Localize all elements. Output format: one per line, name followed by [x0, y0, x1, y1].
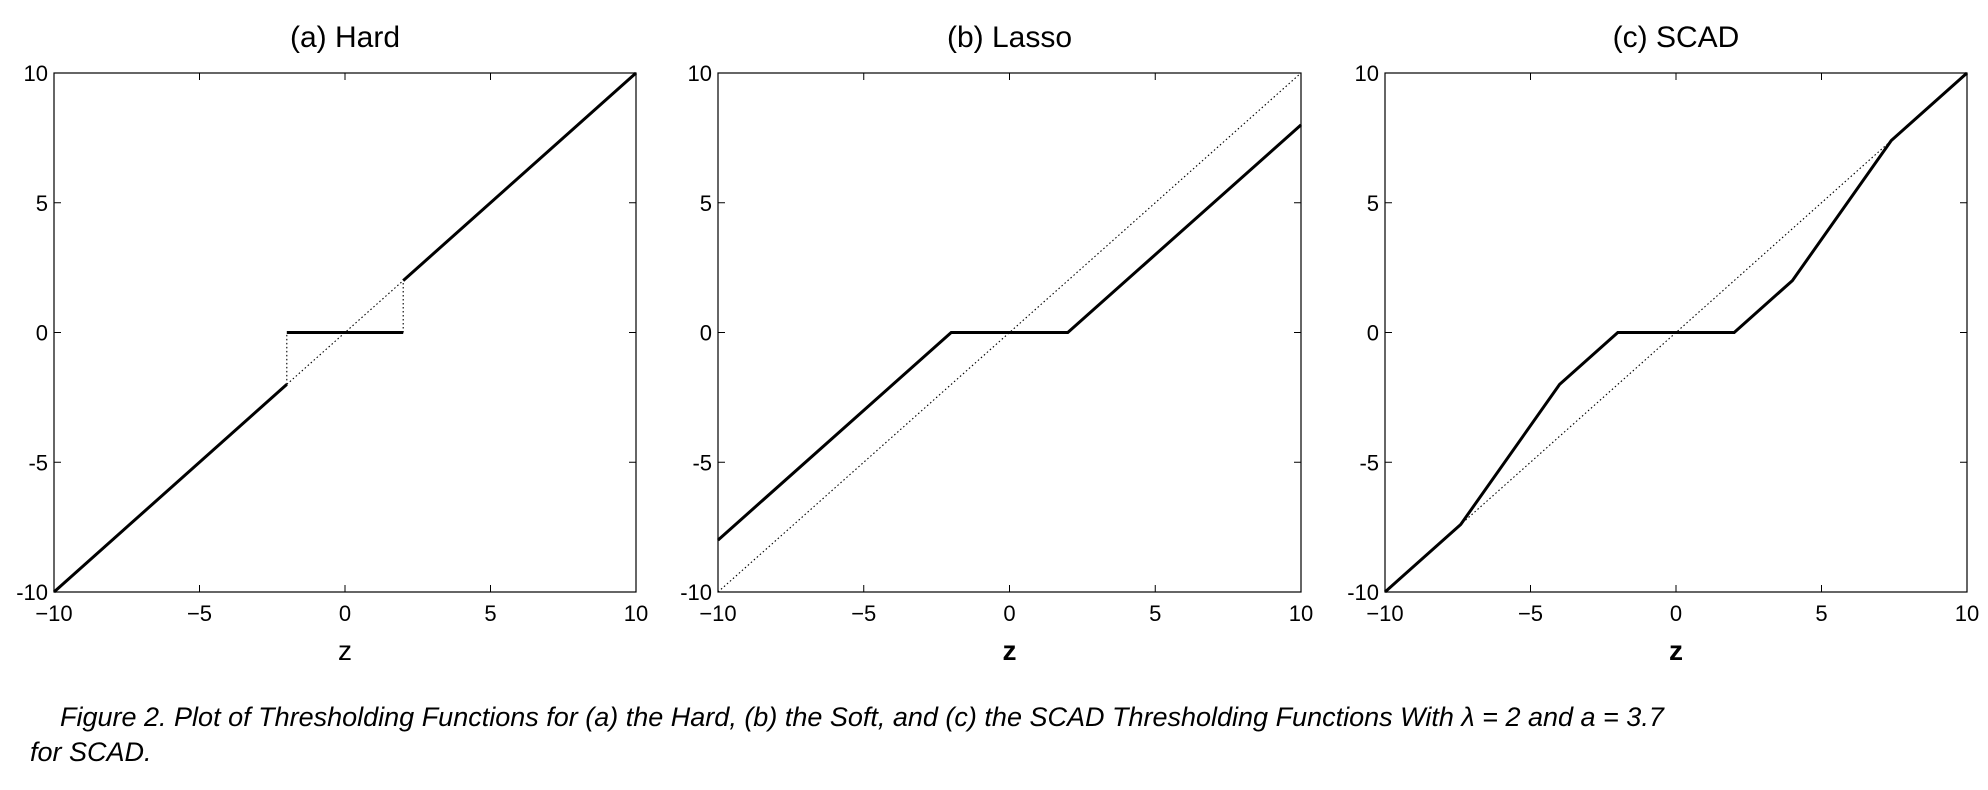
y-tick-label: 0: [1367, 321, 1379, 346]
y-tick-label: 10: [24, 61, 48, 86]
x-tick-label: 5: [1815, 601, 1827, 626]
threshold-function-line: [1384, 71, 1968, 594]
x-axis-label: z: [1669, 635, 1683, 666]
x-tick-label: 5: [1149, 601, 1161, 626]
y-tick-label: -10: [16, 580, 48, 605]
y-tick-label: -10: [1347, 580, 1379, 605]
x-tick-label: −10: [699, 601, 736, 626]
x-tick-label: −5: [851, 601, 876, 626]
chart-title: (b) Lasso: [947, 21, 1072, 54]
x-tick-label: 10: [624, 601, 648, 626]
y-tick-label: 10: [1355, 61, 1379, 86]
y-tick-label: -5: [28, 450, 48, 475]
y-tick-label: 5: [36, 191, 48, 216]
x-tick-label: 0: [339, 601, 351, 626]
chart-title: (c) SCAD: [1613, 21, 1740, 54]
caption-line-2: for SCAD.: [30, 737, 152, 767]
x-axis-label: z: [338, 635, 352, 666]
x-tick-label: −5: [187, 601, 212, 626]
threshold-function-line: [53, 383, 288, 594]
chart-title: (a) Hard: [290, 21, 400, 54]
y-tick-label: 0: [700, 321, 712, 346]
chart-panel-3: −10 −5 0 5 10 -10 -5 0 5 10 (c) SCAD z: [1347, 21, 1979, 666]
y-tick-label: 5: [700, 191, 712, 216]
chart-panel-1: −10 −5 0 5 10 -10 -5 0 5 10 (a) Hard z: [16, 21, 648, 666]
y-tick-label: -5: [1359, 450, 1379, 475]
caption-line-1: Figure 2. Plot of Thresholding Functions…: [60, 702, 1664, 732]
chart-panel-2: −10 −5 0 5 10 -10 -5 0 5 10 (b) Lasso z: [680, 21, 1313, 666]
x-tick-label: 10: [1955, 601, 1979, 626]
threshold-function-line: [717, 123, 1302, 542]
x-tick-label: 0: [1670, 601, 1682, 626]
threshold-function-line: [402, 71, 637, 282]
y-tick-label: -5: [692, 450, 712, 475]
y-tick-label: 0: [36, 321, 48, 346]
y-tick-label: 10: [688, 61, 712, 86]
x-tick-label: −5: [1518, 601, 1543, 626]
x-tick-label: 5: [484, 601, 496, 626]
x-axis-label: z: [1003, 635, 1017, 666]
figure-caption: Figure 2. Plot of Thresholding Functions…: [30, 700, 1960, 770]
y-tick-label: 5: [1367, 191, 1379, 216]
x-tick-label: −10: [35, 601, 72, 626]
x-tick-label: 0: [1003, 601, 1015, 626]
x-tick-label: −10: [1366, 601, 1403, 626]
x-tick-label: 10: [1289, 601, 1313, 626]
y-tick-label: -10: [680, 580, 712, 605]
